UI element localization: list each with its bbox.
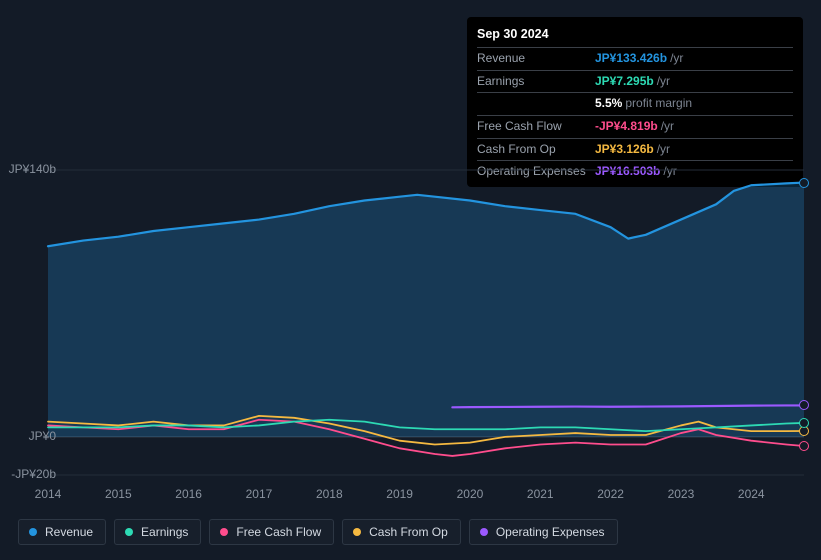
legend-label: Free Cash Flow [236, 525, 321, 539]
legend-swatch [220, 528, 228, 536]
legend-item-revenue[interactable]: Revenue [18, 519, 106, 545]
x-axis-label: 2014 [35, 487, 62, 501]
legend-swatch [125, 528, 133, 536]
endpoint-operating_expenses [799, 400, 809, 410]
x-axis-label: 2015 [105, 487, 132, 501]
x-axis-label: 2016 [175, 487, 202, 501]
legend-swatch [29, 528, 37, 536]
legend-item-earnings[interactable]: Earnings [114, 519, 201, 545]
x-axis-label: 2020 [457, 487, 484, 501]
legend-label: Cash From Op [369, 525, 448, 539]
legend-item-free_cash_flow[interactable]: Free Cash Flow [209, 519, 334, 545]
y-axis-label: JP¥140b [0, 162, 56, 176]
financials-chart [0, 0, 804, 479]
legend-label: Operating Expenses [496, 525, 605, 539]
legend-swatch [480, 528, 488, 536]
legend-swatch [353, 528, 361, 536]
x-axis-label: 2017 [246, 487, 273, 501]
chart-legend: Revenue Earnings Free Cash Flow Cash From O… [18, 519, 618, 545]
x-axis-label: 2019 [386, 487, 413, 501]
legend-item-operating_expenses[interactable]: Operating Expenses [469, 519, 618, 545]
y-axis-label: -JP¥20b [0, 467, 56, 481]
x-axis-label: 2018 [316, 487, 343, 501]
x-axis-label: 2021 [527, 487, 554, 501]
endpoint-free_cash_flow [799, 441, 809, 451]
x-axis-label: 2024 [738, 487, 765, 501]
y-axis-label: JP¥0 [0, 429, 56, 443]
legend-label: Earnings [141, 525, 188, 539]
endpoint-earnings [799, 418, 809, 428]
x-axis-label: 2023 [668, 487, 695, 501]
endpoint-revenue [799, 178, 809, 188]
x-axis-label: 2022 [597, 487, 624, 501]
legend-item-cash_from_op[interactable]: Cash From Op [342, 519, 461, 545]
legend-label: Revenue [45, 525, 93, 539]
